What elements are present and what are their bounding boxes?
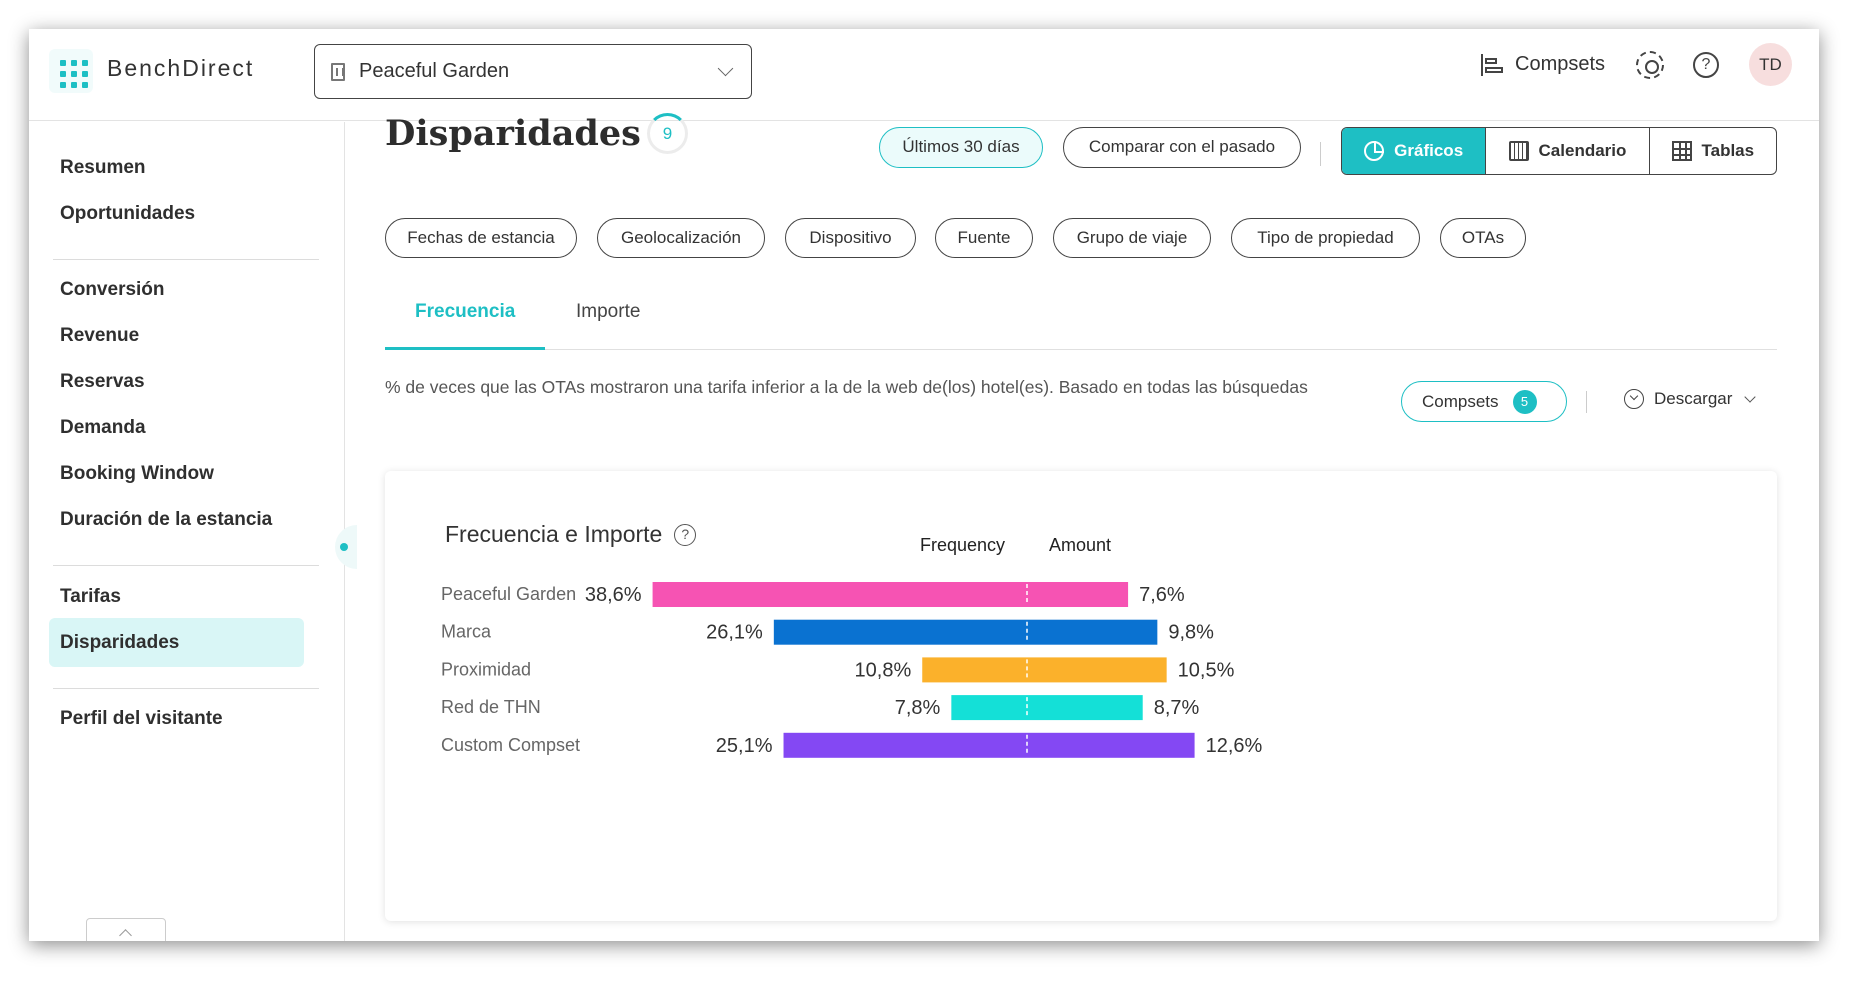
sidebar-divider (53, 259, 319, 260)
category-label: Peaceful Garden (441, 584, 576, 604)
top-header: BenchDirect Peaceful Garden Compsets ? T… (29, 29, 1819, 121)
view-switcher: Gráficos Calendario Tablas (1341, 127, 1777, 175)
sidebar-divider (53, 688, 319, 689)
view-graficos-button[interactable]: Gráficos (1342, 128, 1487, 174)
bar-frequency (922, 657, 1027, 683)
tab-importe[interactable]: Importe (576, 301, 641, 322)
chart-title-text: Frecuencia e Importe (445, 521, 663, 547)
bar-amount (1027, 695, 1143, 721)
toolbar-divider (1586, 391, 1587, 413)
sidebar-item-booking-window[interactable]: Booking Window (60, 463, 214, 484)
compsets-link[interactable]: Compsets (1481, 53, 1605, 76)
bar-amount (1027, 732, 1195, 758)
sidebar-item-duracion-estancia[interactable]: Duración de la estancia (60, 509, 273, 530)
filter-fuente[interactable]: Fuente (935, 218, 1033, 258)
help-icon[interactable]: ? (674, 523, 697, 546)
sidebar: Resumen Oportunidades Conversión Revenue… (29, 122, 345, 941)
active-indicator (335, 525, 357, 569)
sidebar-item-oportunidades[interactable]: Oportunidades (60, 203, 196, 224)
sidebar-item-revenue[interactable]: Revenue (60, 325, 140, 346)
sidebar-item-conversion[interactable]: Conversión (60, 279, 165, 300)
bar-amount (1027, 582, 1129, 607)
sidebar-item-demanda[interactable]: Demanda (60, 417, 146, 438)
toolbar-divider (1320, 142, 1321, 166)
chevron-down-icon (717, 60, 734, 77)
category-label: Marca (441, 622, 492, 642)
chart-card-title: Frecuencia e Importe ? (445, 521, 697, 548)
filter-geolocalizacion[interactable]: Geolocalización (597, 218, 765, 258)
sidebar-divider (53, 565, 319, 566)
compare-past-button[interactable]: Comparar con el pasado (1063, 127, 1301, 168)
chevron-down-icon (1744, 391, 1757, 403)
data-label-frequency: 10,8% (855, 659, 912, 681)
chart-card: Frecuencia e Importe ? Frequency Amount Pe… (385, 471, 1777, 921)
category-label: Custom Compset (441, 735, 580, 755)
hotel-selector[interactable]: Peaceful Garden (314, 44, 752, 99)
chart-header-frequency: Frequency (920, 535, 1005, 555)
bar-amount (1027, 657, 1167, 683)
filter-grupo-viaje[interactable]: Grupo de viaje (1053, 218, 1211, 258)
app-window: BenchDirect Peaceful Garden Compsets ? T… (29, 29, 1819, 941)
app-grid-icon[interactable] (49, 49, 93, 93)
date-range-button[interactable]: Últimos 30 días (879, 127, 1043, 168)
view-graficos-label: Gráficos (1394, 141, 1464, 160)
sidebar-item-disparidades[interactable]: Disparidades (49, 618, 304, 667)
active-tab-indicator (385, 347, 545, 350)
brand-name: BenchDirect (107, 55, 255, 81)
sidebar-item-tarifas[interactable]: Tarifas (60, 586, 121, 607)
data-label-frequency: 25,1% (716, 735, 773, 757)
view-calendario-button[interactable]: Calendario (1486, 128, 1650, 174)
hotel-selector-value: Peaceful Garden (359, 60, 510, 82)
chart-header-amount: Amount (1049, 535, 1111, 555)
bar-frequency (652, 582, 1027, 607)
sidebar-item-perfil-visitante[interactable]: Perfil del visitante (60, 708, 223, 729)
download-icon (1624, 389, 1644, 409)
bar-frequency (783, 732, 1027, 758)
data-label-amount: 12,6% (1206, 735, 1263, 757)
category-label: Proximidad (441, 659, 531, 679)
category-label: Red de THN (441, 697, 541, 717)
filter-dispositivo[interactable]: Dispositivo (785, 218, 916, 258)
calendar-icon (1508, 141, 1529, 161)
sidebar-item-reservas[interactable]: Reservas (60, 371, 145, 392)
disparity-count-badge: 9 (647, 113, 688, 154)
filter-tipo-propiedad[interactable]: Tipo de propiedad (1231, 218, 1420, 258)
bar-frequency (951, 695, 1027, 721)
view-calendario-label: Calendario (1538, 141, 1627, 160)
data-label-frequency: 26,1% (706, 622, 763, 644)
sidebar-collapse-button[interactable] (86, 918, 166, 941)
compsets-link-label: Compsets (1515, 53, 1606, 75)
data-label-frequency: 38,6% (585, 584, 642, 606)
data-label-amount: 10,5% (1178, 659, 1235, 681)
bar-amount (1027, 619, 1158, 645)
tab-frecuencia[interactable]: Frecuencia (415, 301, 516, 322)
download-button[interactable]: Descargar (1624, 389, 1757, 409)
bar-frequency (773, 619, 1027, 645)
tabs-divider (385, 349, 1777, 350)
sidebar-item-resumen[interactable]: Resumen (60, 157, 146, 178)
download-label: Descargar (1654, 389, 1733, 408)
data-label-frequency: 7,8% (895, 697, 941, 719)
pie-chart-icon (1364, 141, 1385, 161)
chart-description: % de veces que las OTAs mostraron una ta… (385, 377, 1308, 397)
data-label-amount: 8,7% (1154, 697, 1200, 719)
help-icon[interactable]: ? (1693, 52, 1719, 78)
building-icon (331, 62, 345, 81)
view-tablas-button[interactable]: Tablas (1650, 128, 1776, 174)
compsets-filter-label: Compsets (1422, 391, 1499, 411)
table-icon (1671, 141, 1692, 161)
compsets-count-badge: 5 (1512, 389, 1537, 414)
compsets-filter-button[interactable]: Compsets 5 (1401, 381, 1567, 422)
frequency-amount-chart: Frequency Amount Peaceful Garden 38,6% 7,6% M… (441, 535, 1263, 758)
page-title: Disparidades (385, 113, 641, 154)
filter-otas[interactable]: OTAs (1440, 218, 1526, 258)
filter-fechas-estancia[interactable]: Fechas de estancia (385, 218, 577, 258)
gear-icon[interactable] (1636, 51, 1664, 79)
compsets-icon (1481, 53, 1503, 76)
avatar[interactable]: TD (1749, 43, 1792, 86)
data-label-amount: 7,6% (1139, 584, 1185, 606)
data-label-amount: 9,8% (1168, 622, 1214, 644)
view-tablas-label: Tablas (1701, 141, 1755, 160)
